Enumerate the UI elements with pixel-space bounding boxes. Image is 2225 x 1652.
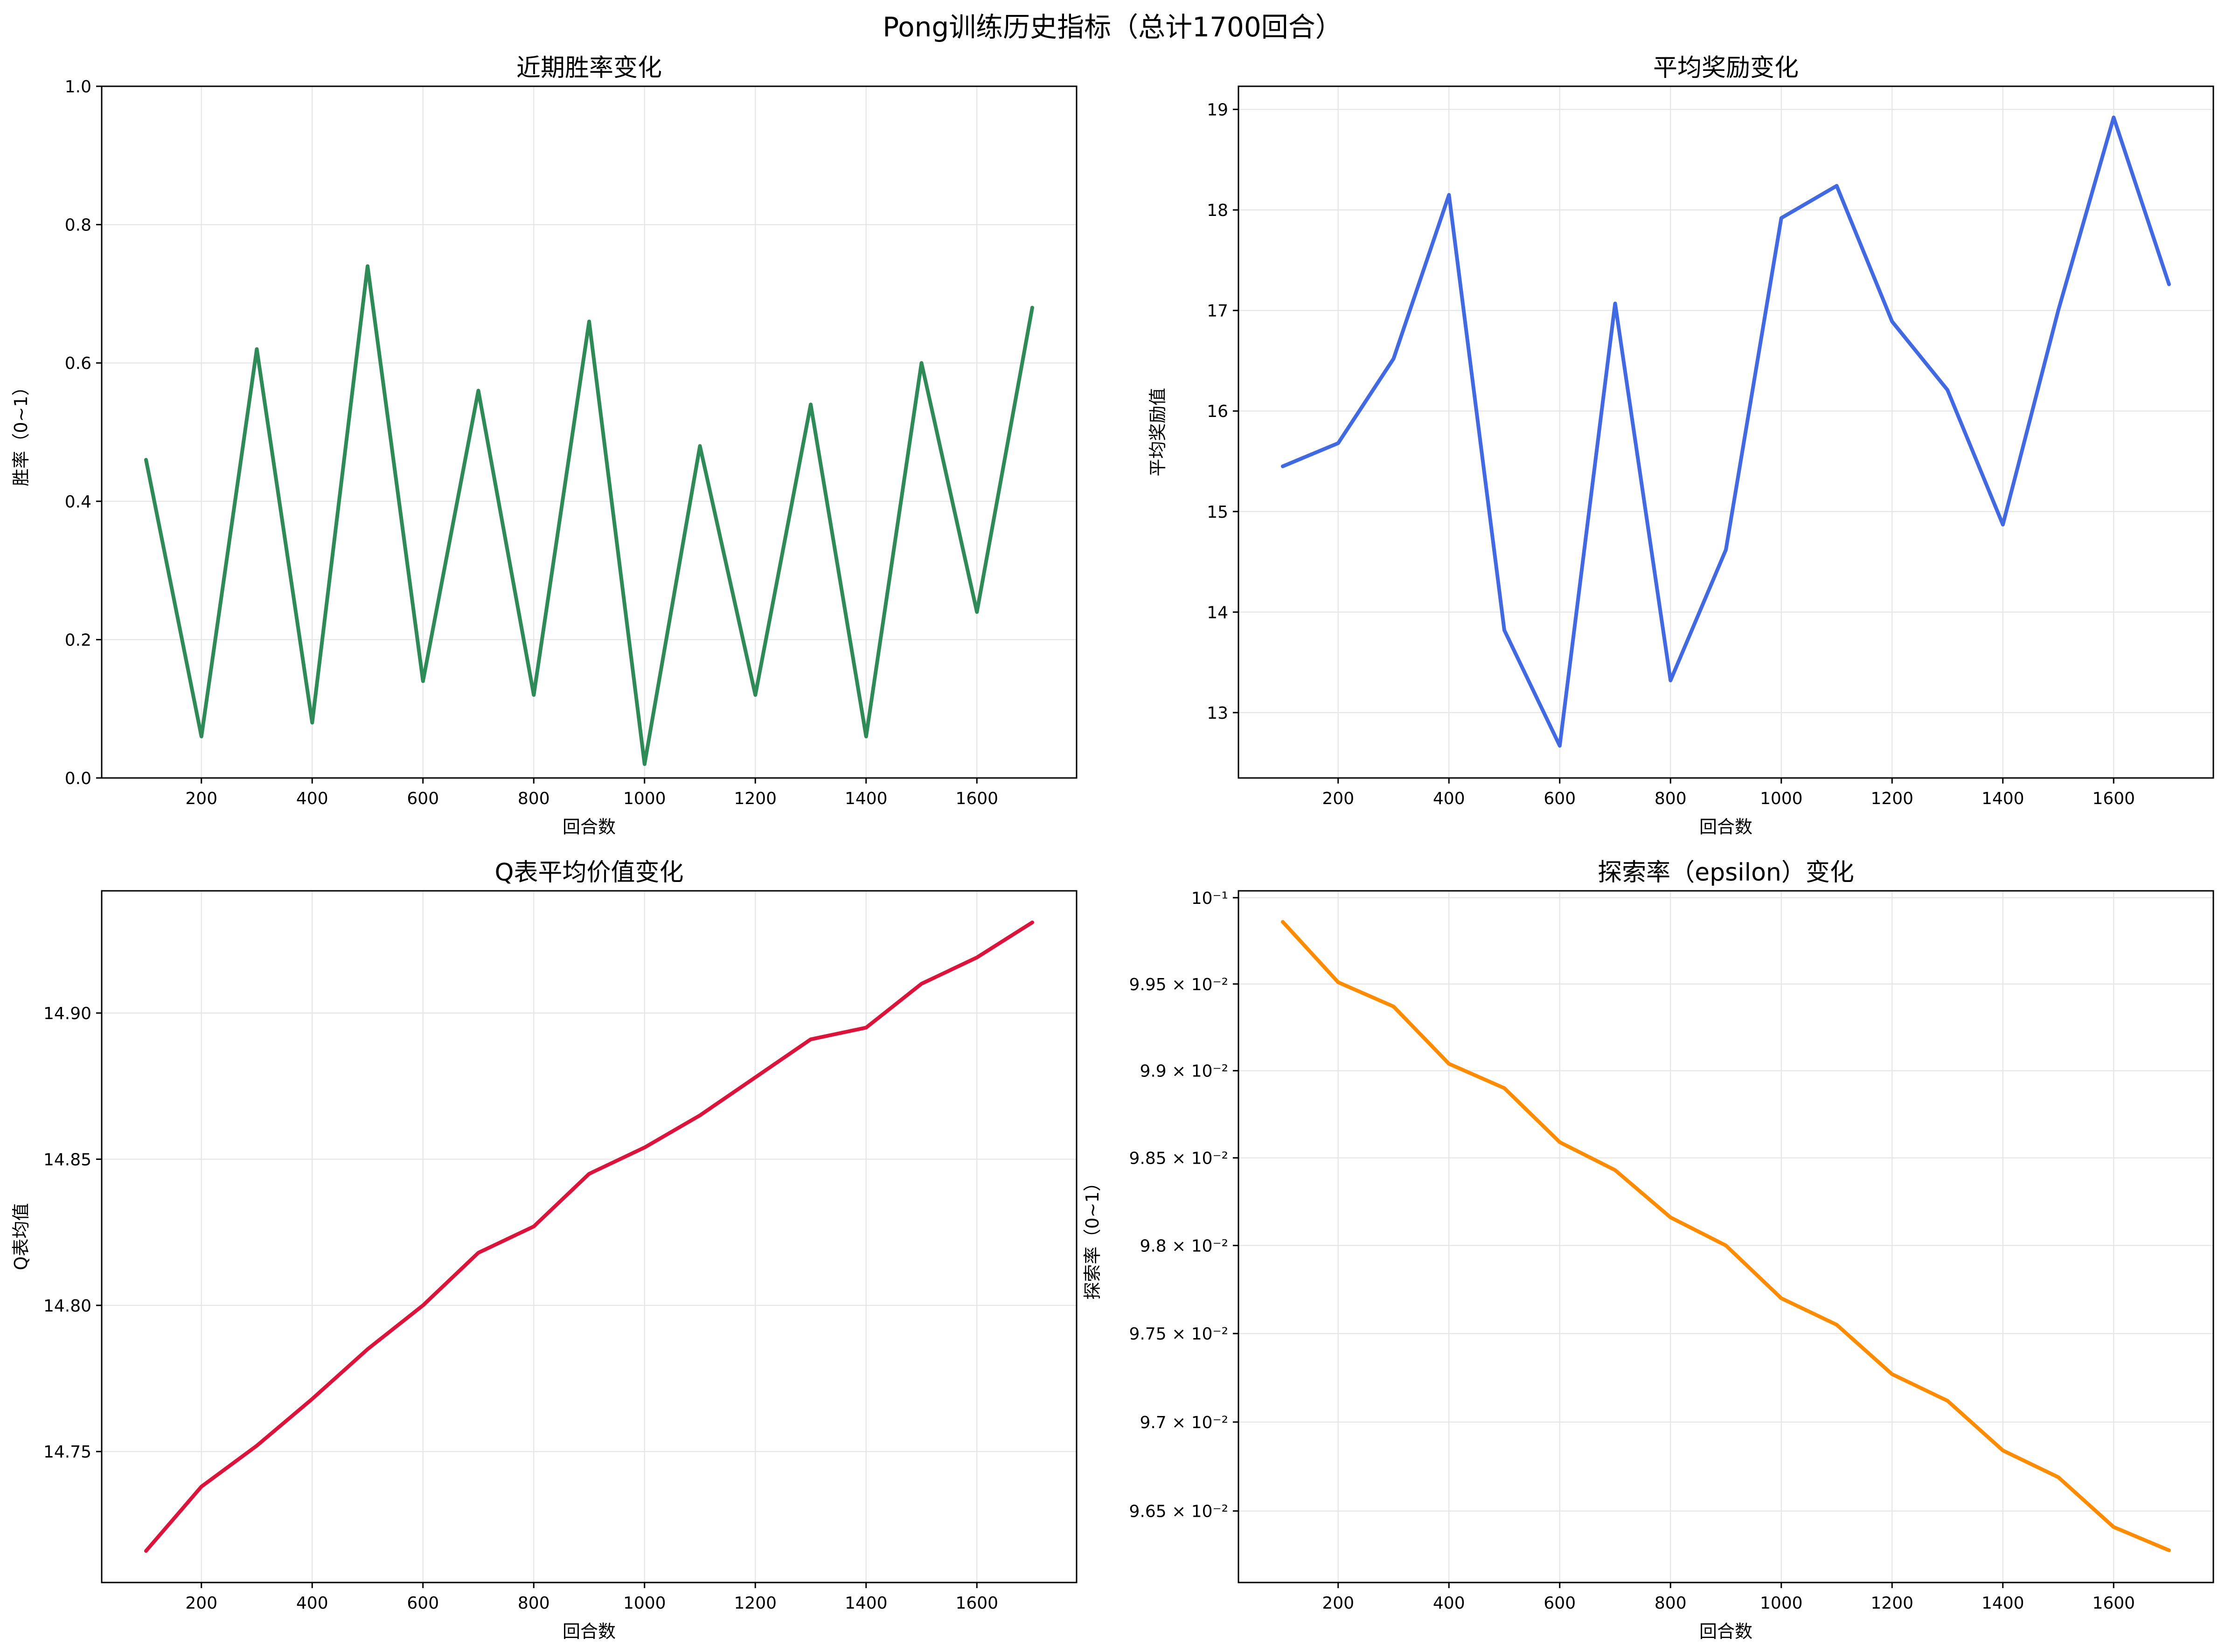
y-tick-label: 10⁻¹ [1191, 889, 1228, 908]
figure-title: Pong训练历史指标（总计1700回合） [883, 11, 1342, 43]
y-tick-label: 0.0 [65, 769, 91, 788]
series-line-1 [1281, 920, 2171, 1552]
x-tick-label: 600 [1544, 1594, 1576, 1613]
y-tick-label: 14.85 [43, 1150, 91, 1169]
x-axis-label: 回合数 [563, 817, 616, 837]
y-axis-label: 平均奖励值 [1147, 388, 1168, 476]
y-tick-label: 14 [1207, 603, 1228, 622]
y-tick-label: 0.6 [65, 354, 91, 373]
axes-frame [1238, 85, 2214, 779]
panels: 200 400 600 800 1000 1200 1400 1600 0.0 0.2 0.4 0.6… [11, 54, 2214, 1642]
chart-title: Q表平均价值变化 [495, 859, 684, 887]
y-axis-label: 探索率（0~1） [1082, 1173, 1103, 1299]
series-line-1 [144, 264, 1034, 766]
x-tick-label: 600 [407, 1594, 439, 1613]
chart-title: 平均奖励变化 [1653, 54, 1799, 82]
x-tick-label: 400 [1433, 789, 1465, 808]
y-tick-label: 16 [1207, 402, 1228, 421]
x-tick-label: 800 [518, 789, 550, 808]
y-tick-label: 0.8 [65, 216, 91, 235]
y-tick-label: 19 [1207, 101, 1228, 120]
chart-panel-3: 200 400 600 800 1000 1200 1400 1600 14.75 14.80 14… [11, 859, 1078, 1642]
y-tick-label: 9.8 × 10⁻² [1140, 1236, 1228, 1256]
y-tick-label: 17 [1207, 302, 1228, 321]
x-tick-label: 200 [185, 789, 217, 808]
x-tick-label: 1200 [1870, 1594, 1913, 1613]
x-tick-label: 1000 [1760, 789, 1803, 808]
x-axis-label: 回合数 [563, 1621, 616, 1642]
x-tick-label: 600 [407, 789, 439, 808]
x-tick-label: 800 [1655, 789, 1687, 808]
x-tick-label: 600 [1544, 789, 1576, 808]
x-tick-label: 1400 [1982, 1594, 2024, 1613]
x-tick-label: 400 [296, 1594, 328, 1613]
x-tick-label: 1600 [2092, 1594, 2135, 1613]
y-tick-label: 9.7 × 10⁻² [1140, 1413, 1228, 1432]
chart-panel-1: 200 400 600 800 1000 1200 1400 1600 0.0 0.2 0.4 0.6… [11, 54, 1078, 837]
y-tick-label: 9.9 × 10⁻² [1140, 1062, 1228, 1081]
axes-frame [1238, 890, 2214, 1583]
x-tick-label: 1400 [845, 789, 888, 808]
y-tick-label: 9.65 × 10⁻² [1129, 1502, 1228, 1521]
x-tick-label: 800 [1655, 1594, 1687, 1613]
x-tick-label: 1600 [2092, 789, 2135, 808]
y-axis-label: Q表均值 [11, 1203, 31, 1270]
y-tick-label: 14.75 [43, 1443, 91, 1462]
y-tick-label: 1.0 [65, 77, 91, 97]
chart-panel-2: 200 400 600 800 1000 1200 1400 1600 13 14 15 16 17 18… [1147, 54, 2214, 837]
axes-frame [101, 890, 1078, 1583]
x-tick-label: 400 [296, 789, 328, 808]
x-tick-label: 800 [518, 1594, 550, 1613]
axes-frame [101, 85, 1078, 779]
y-axis-label: 胜率（0~1） [11, 378, 31, 486]
y-tick-label: 14.90 [43, 1004, 91, 1023]
x-tick-label: 1200 [1870, 789, 1913, 808]
x-tick-label: 200 [1322, 1594, 1354, 1613]
x-tick-label: 1000 [623, 789, 666, 808]
x-tick-label: 1200 [734, 789, 777, 808]
y-tick-label: 14.80 [43, 1297, 91, 1316]
y-tick-label: 9.85 × 10⁻² [1129, 1149, 1228, 1168]
chart-title: 探索率（epsilon）变化 [1598, 859, 1854, 887]
x-tick-label: 200 [1322, 789, 1354, 808]
y-tick-label: 15 [1207, 503, 1228, 522]
y-tick-label: 9.75 × 10⁻² [1129, 1325, 1228, 1344]
y-tick-label: 13 [1207, 704, 1228, 723]
y-tick-label: 0.2 [65, 631, 91, 650]
chart-panel-4: 200 400 600 800 1000 1200 1400 1600 9.65 × 10⁻² 9… [1082, 859, 2214, 1642]
x-tick-label: 1400 [1982, 789, 2024, 808]
x-tick-label: 1600 [955, 789, 998, 808]
y-tick-label: 0.4 [65, 493, 91, 512]
x-tick-label: 1400 [845, 1594, 888, 1613]
x-tick-label: 200 [185, 1594, 217, 1613]
x-axis-label: 回合数 [1699, 1621, 1752, 1642]
x-tick-label: 1600 [955, 1594, 998, 1613]
chart-title: 近期胜率变化 [516, 54, 662, 82]
y-tick-label: 18 [1207, 201, 1228, 220]
x-tick-label: 1200 [734, 1594, 777, 1613]
x-tick-label: 1000 [1760, 1594, 1803, 1613]
x-tick-label: 1000 [623, 1594, 666, 1613]
x-tick-label: 400 [1433, 1594, 1465, 1613]
x-axis-label: 回合数 [1699, 817, 1752, 837]
series-line-1 [144, 920, 1034, 1553]
y-tick-label: 9.95 × 10⁻² [1129, 975, 1228, 994]
series-line-1 [1281, 115, 2171, 748]
